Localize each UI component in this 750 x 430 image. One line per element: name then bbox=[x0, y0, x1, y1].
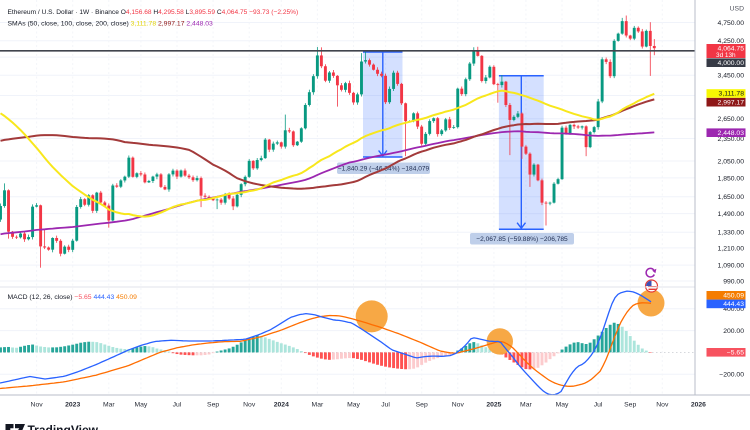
svg-text:−2,067.85 (−59.88%) −206,785: −2,067.85 (−59.88%) −206,785 bbox=[476, 236, 568, 243]
svg-text:Sep: Sep bbox=[416, 402, 428, 409]
svg-text:990.00: 990.00 bbox=[723, 278, 744, 285]
svg-text:Mar: Mar bbox=[520, 402, 532, 409]
svg-text:4,064.75: 4,064.75 bbox=[718, 45, 745, 52]
svg-text:2,448.03: 2,448.03 bbox=[718, 130, 745, 137]
svg-text:200.00: 200.00 bbox=[723, 328, 744, 335]
svg-text:2,350.00: 2,350.00 bbox=[718, 136, 745, 143]
svg-text:TradingView: TradingView bbox=[28, 423, 99, 430]
svg-text:Jul: Jul bbox=[173, 402, 182, 409]
svg-text:Nov: Nov bbox=[243, 402, 256, 409]
svg-text:SMAs (50, close, 100, close, 2: SMAs (50, close, 100, close, 200, close)… bbox=[8, 21, 214, 28]
svg-text:2023: 2023 bbox=[65, 402, 80, 409]
svg-text:−5.65: −5.65 bbox=[727, 350, 744, 357]
svg-text:3,111.78: 3,111.78 bbox=[719, 91, 745, 98]
svg-text:−200.00: −200.00 bbox=[719, 372, 744, 379]
svg-text:Mar: Mar bbox=[103, 402, 115, 409]
svg-text:2,650.00: 2,650.00 bbox=[718, 116, 745, 123]
svg-text:4,250.00: 4,250.00 bbox=[718, 38, 745, 45]
svg-text:Jul: Jul bbox=[381, 402, 390, 409]
svg-text:400.00: 400.00 bbox=[723, 306, 744, 313]
svg-text:1,210.00: 1,210.00 bbox=[718, 245, 745, 252]
svg-text:USD: USD bbox=[730, 6, 744, 13]
svg-text:Sep: Sep bbox=[207, 402, 219, 409]
svg-text:3d 13h: 3d 13h bbox=[716, 52, 736, 59]
svg-text:1,090.00: 1,090.00 bbox=[718, 263, 745, 270]
svg-text:2,050.00: 2,050.00 bbox=[718, 158, 745, 165]
svg-text:3,450.00: 3,450.00 bbox=[718, 73, 745, 80]
svg-text:1,330.00: 1,330.00 bbox=[718, 230, 745, 237]
svg-text:Ethereum / U.S. Dollar · 1W ·: Ethereum / U.S. Dollar · 1W · Binance O4… bbox=[8, 9, 299, 16]
svg-text:2026: 2026 bbox=[691, 402, 706, 409]
svg-text:May: May bbox=[556, 402, 569, 409]
svg-text:Sep: Sep bbox=[624, 402, 636, 409]
svg-text:4,750.00: 4,750.00 bbox=[718, 20, 745, 27]
svg-text:450.09: 450.09 bbox=[723, 293, 744, 300]
svg-text:MACD (12, 26, close) −5.65 444: MACD (12, 26, close) −5.65 444.43 450.09 bbox=[8, 294, 138, 301]
svg-text:Jul: Jul bbox=[594, 402, 603, 409]
svg-text:Nov: Nov bbox=[656, 402, 669, 409]
svg-text:1,650.00: 1,650.00 bbox=[718, 194, 745, 201]
svg-text:444.43: 444.43 bbox=[723, 301, 744, 308]
svg-text:May: May bbox=[347, 402, 360, 409]
svg-text:Mar: Mar bbox=[312, 402, 324, 409]
svg-text:1,850.00: 1,850.00 bbox=[718, 175, 745, 182]
svg-text:May: May bbox=[134, 402, 147, 409]
svg-text:2024: 2024 bbox=[274, 402, 289, 409]
svg-text:1,490.00: 1,490.00 bbox=[718, 211, 745, 218]
svg-text:4,000.00: 4,000.00 bbox=[718, 60, 745, 67]
svg-text:2,997.17: 2,997.17 bbox=[718, 99, 745, 106]
svg-text:Nov: Nov bbox=[31, 402, 44, 409]
svg-text:Nov: Nov bbox=[452, 402, 465, 409]
svg-text:2025: 2025 bbox=[486, 402, 501, 409]
